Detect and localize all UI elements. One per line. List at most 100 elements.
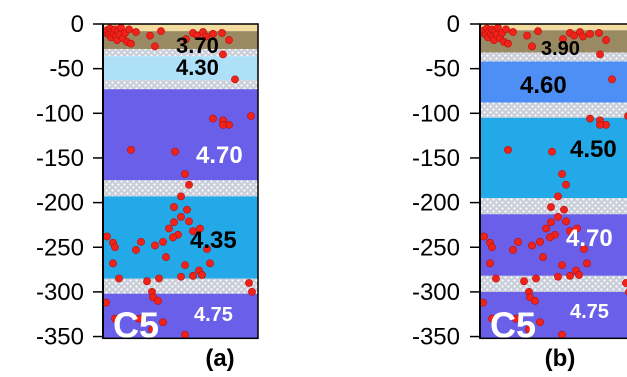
velocity-label: 4.70 <box>196 142 243 169</box>
layer-a-4 <box>103 80 258 90</box>
earthquake-event <box>525 325 533 334</box>
velocity-label: 4.60 <box>520 72 567 99</box>
earthquake-event <box>514 237 522 246</box>
y-tick-label: -300 <box>412 279 460 306</box>
earthquake-event <box>137 237 145 246</box>
earthquake-event <box>480 298 487 307</box>
earthquake-event <box>554 212 562 221</box>
earthquake-event <box>566 271 574 280</box>
y-tick-label: -200 <box>412 190 460 217</box>
earthquake-event <box>560 205 568 214</box>
earthquake-event <box>111 314 119 323</box>
earthquake-event <box>608 75 616 84</box>
panel-a: 3.704.30 4.70 4.35 4.75 C5 0 -50 -100 -150 -200 -2… <box>36 11 259 372</box>
earthquake-event <box>177 192 185 201</box>
y-tick-label: -150 <box>36 145 84 172</box>
earthquake-event <box>583 259 591 268</box>
earthquake-event <box>579 32 587 41</box>
earthquake-event <box>595 29 603 37</box>
layer-a-5 <box>103 89 258 181</box>
earthquake-event <box>157 27 165 36</box>
earthquake-event <box>135 314 143 323</box>
y-tick-label: -150 <box>412 145 460 172</box>
earthquake-event <box>492 274 500 283</box>
earthquake-event <box>562 180 570 189</box>
earthquake-event <box>209 29 217 38</box>
earthquake-event <box>185 180 193 189</box>
corner-label-c5: C5 <box>490 304 536 345</box>
corner-label-c5: C5 <box>113 304 159 345</box>
earthquake-event <box>509 246 517 254</box>
earthquake-event <box>159 318 167 327</box>
panel-b-layers: 3.90 4.60 4.50 4.70 4.75 C5 <box>480 23 627 345</box>
layer-b-2 <box>480 52 627 62</box>
earthquake-event <box>203 245 211 253</box>
panel-label: (a) <box>205 345 234 372</box>
velocity-label: 4.35 <box>190 227 237 254</box>
earthquake-event <box>181 330 189 339</box>
earthquake-event <box>534 27 542 36</box>
panel-b: 3.90 4.60 4.50 4.70 4.75 C5 0 -50 -100 -150 -200 -2… <box>412 11 627 372</box>
earthquake-event <box>109 259 117 268</box>
earthquake-event <box>111 243 119 252</box>
earthquake-event <box>520 277 528 286</box>
layer-b-3 <box>480 61 627 103</box>
layer-b-8 <box>480 275 627 292</box>
layer-a-3 <box>103 56 258 81</box>
earthquake-event <box>155 274 163 283</box>
earthquake-event <box>586 29 594 38</box>
layer-a-6 <box>103 180 258 197</box>
earthquake-event <box>546 233 554 242</box>
earthquake-event <box>154 296 162 305</box>
earthquake-event <box>575 271 583 279</box>
earthquake-event <box>103 232 111 241</box>
y-tick-label: -200 <box>36 190 84 217</box>
earthquake-event <box>586 114 594 123</box>
earthquake-event <box>148 325 156 334</box>
earthquake-event <box>103 298 110 307</box>
y-tick-label: -50 <box>425 56 460 83</box>
earthquake-event <box>624 112 627 120</box>
velocity-label: 3.90 <box>541 38 580 60</box>
earthquake-event <box>219 50 227 59</box>
earthquake-event <box>554 192 562 201</box>
earthquake-event <box>209 114 217 123</box>
earthquake-event <box>480 232 488 241</box>
earthquake-event <box>558 170 566 178</box>
earthquake-event <box>170 218 178 227</box>
earthquake-event <box>202 32 210 41</box>
layer-a-8 <box>103 278 258 294</box>
earthquake-event <box>554 272 562 281</box>
earthquake-event <box>181 261 189 270</box>
earthquake-event <box>570 31 578 40</box>
earthquake-event <box>132 246 140 254</box>
earthquake-event <box>547 218 555 227</box>
earthquake-event <box>486 259 494 268</box>
earthquake-event <box>542 224 550 233</box>
earthquake-event <box>580 245 588 253</box>
earthquake-event <box>558 261 566 270</box>
y-tick-label: -250 <box>412 234 460 261</box>
earthquake-event <box>169 233 177 242</box>
y-tick-label: 0 <box>71 11 84 38</box>
earthquake-event <box>206 259 214 268</box>
earthquake-event <box>539 253 547 261</box>
velocity-label: 4.75 <box>570 301 609 323</box>
earthquake-event <box>488 314 496 323</box>
earthquake-event <box>177 272 185 281</box>
earthquake-event <box>151 42 159 51</box>
layer-b-4 <box>480 102 627 118</box>
earthquake-event <box>165 224 173 233</box>
earthquake-event <box>193 31 201 40</box>
earthquake-event <box>509 28 517 36</box>
panel-label: (b) <box>545 345 576 372</box>
earthquake-event <box>573 224 581 233</box>
earthquake-event <box>247 112 255 120</box>
earthquake-event <box>596 121 604 129</box>
earthquake-event <box>596 50 604 59</box>
earthquake-event <box>151 241 159 250</box>
layer-a-0 <box>103 24 258 32</box>
earthquake-event <box>622 279 627 287</box>
earthquake-event <box>548 147 556 156</box>
earthquake-event <box>558 330 566 339</box>
